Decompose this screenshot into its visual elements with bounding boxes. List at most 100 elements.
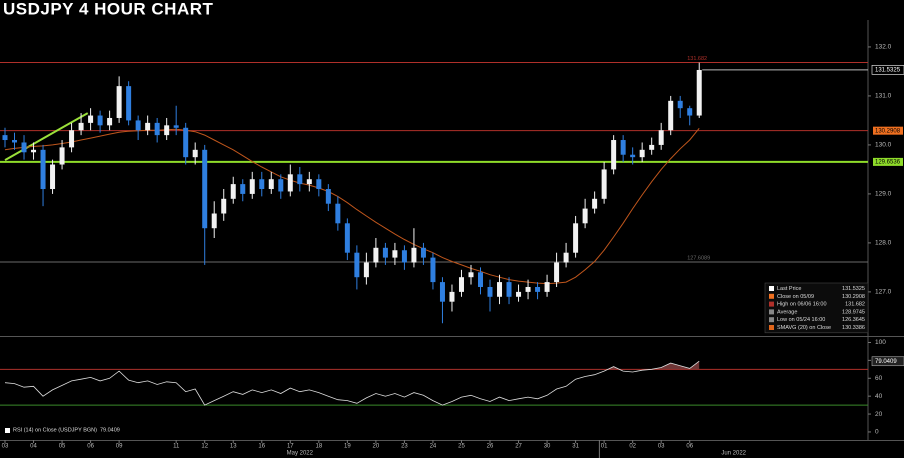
rsi-line <box>4 360 700 406</box>
candle-body <box>630 154 636 158</box>
x-tick-label: 06 <box>87 444 94 450</box>
x-tick-label: 02 <box>629 444 636 450</box>
last-value-label: 79.0409 <box>875 359 897 365</box>
candle-body <box>554 262 560 283</box>
y-tick-label: 130.0 <box>875 142 892 149</box>
candle-body <box>392 250 398 258</box>
candle-body <box>430 257 436 283</box>
legend-swatch <box>769 293 774 299</box>
candle-body <box>21 142 27 153</box>
candle-body <box>154 122 160 136</box>
x-tick-label: 23 <box>401 444 408 450</box>
x-tick-label: 25 <box>458 444 465 450</box>
x-tick-label: 30 <box>544 444 551 450</box>
candle-body <box>249 179 255 194</box>
candle-body <box>601 169 607 199</box>
level-label: 129.6536 <box>875 159 901 165</box>
y-tick-label: 129.0 <box>875 191 892 198</box>
rsi-legend-swatch <box>5 428 10 433</box>
candle-body <box>363 262 369 278</box>
candle-body <box>525 286 531 292</box>
legend-value: 131.5325 <box>842 286 865 292</box>
candle-body <box>12 140 18 143</box>
candle-body <box>639 149 645 158</box>
candle-body <box>316 179 322 190</box>
candle-body <box>544 282 550 292</box>
candle-body <box>59 147 65 165</box>
legend-swatch <box>769 317 774 323</box>
candle-body <box>297 174 303 185</box>
last-price-box <box>871 64 904 75</box>
candle-body <box>458 277 464 292</box>
candle-body <box>696 69 702 116</box>
y-tick-label: 100 <box>875 339 886 346</box>
rsi-legend-value: 79.0409 <box>100 428 120 434</box>
legend-name: High on 06/06 16:00 <box>777 302 827 308</box>
legend-value: 130.3386 <box>842 325 865 331</box>
candle-body <box>230 184 236 199</box>
y-tick-label: 40 <box>875 393 883 400</box>
candle-body <box>192 149 198 158</box>
candle-body <box>164 125 170 136</box>
y-tick-label: 60 <box>875 375 883 382</box>
x-tick-label: 09 <box>116 444 123 450</box>
candle-body <box>439 282 445 302</box>
x-tick-label: 03 <box>2 444 9 450</box>
x-tick-label: 01 <box>601 444 608 450</box>
candle-body <box>145 122 151 131</box>
candle-body <box>306 179 312 185</box>
candle-body <box>40 149 46 190</box>
y-tick-label: 20 <box>875 411 883 418</box>
candle-body <box>107 117 113 126</box>
overbought-fill <box>607 361 700 370</box>
legend-value: 131.682 <box>845 302 865 308</box>
candle-body <box>135 120 141 131</box>
legend-swatch <box>769 309 774 315</box>
legend-name: SMAVG (20) on Close <box>777 325 831 331</box>
candle-body <box>31 149 37 153</box>
y-tick-label: 128.0 <box>875 240 892 247</box>
candle-body <box>116 86 122 118</box>
candle-body <box>183 127 189 158</box>
candle-body <box>582 208 588 224</box>
x-tick-label: 03 <box>658 444 665 450</box>
candle-body <box>335 203 341 224</box>
candle-body <box>126 86 132 121</box>
candle-body <box>668 100 674 131</box>
level-box <box>873 126 903 135</box>
candle-body <box>516 291 522 297</box>
candle-body <box>487 286 493 297</box>
candle-body <box>259 179 265 190</box>
candle-body <box>420 247 426 258</box>
candle-body <box>592 198 598 209</box>
candle-body <box>221 198 227 214</box>
last-value-box <box>871 356 904 367</box>
candle-body <box>373 247 379 263</box>
candle-body <box>401 250 407 263</box>
candle-body <box>677 100 683 109</box>
candle-body <box>497 282 503 297</box>
candle-body <box>620 140 626 155</box>
y-tick-label: 0 <box>875 429 879 436</box>
candle-body <box>573 223 579 253</box>
candle-body <box>449 291 455 302</box>
candle-body <box>506 282 512 297</box>
candle-body <box>354 252 360 278</box>
candle-body <box>649 144 655 150</box>
level-label: 130.2908 <box>875 128 901 134</box>
legend-name: Close on 05/09 <box>777 294 814 300</box>
x-tick-label: 26 <box>487 444 494 450</box>
candle-body <box>97 115 103 126</box>
x-tick-label: 20 <box>373 444 380 450</box>
candle-body <box>69 130 75 148</box>
candle-body <box>344 223 350 253</box>
rsi-legend: RSI (14) on Close (USDJPY BGN) 79.0409 <box>13 428 120 434</box>
x-tick-label: 31 <box>572 444 579 450</box>
candle-body <box>268 179 274 190</box>
legend-name: Average <box>777 309 797 315</box>
x-tick-label: 27 <box>515 444 522 450</box>
last-price-label: 131.5325 <box>875 67 901 73</box>
legend-value: 130.2908 <box>842 294 865 300</box>
sma-line <box>4 127 700 285</box>
